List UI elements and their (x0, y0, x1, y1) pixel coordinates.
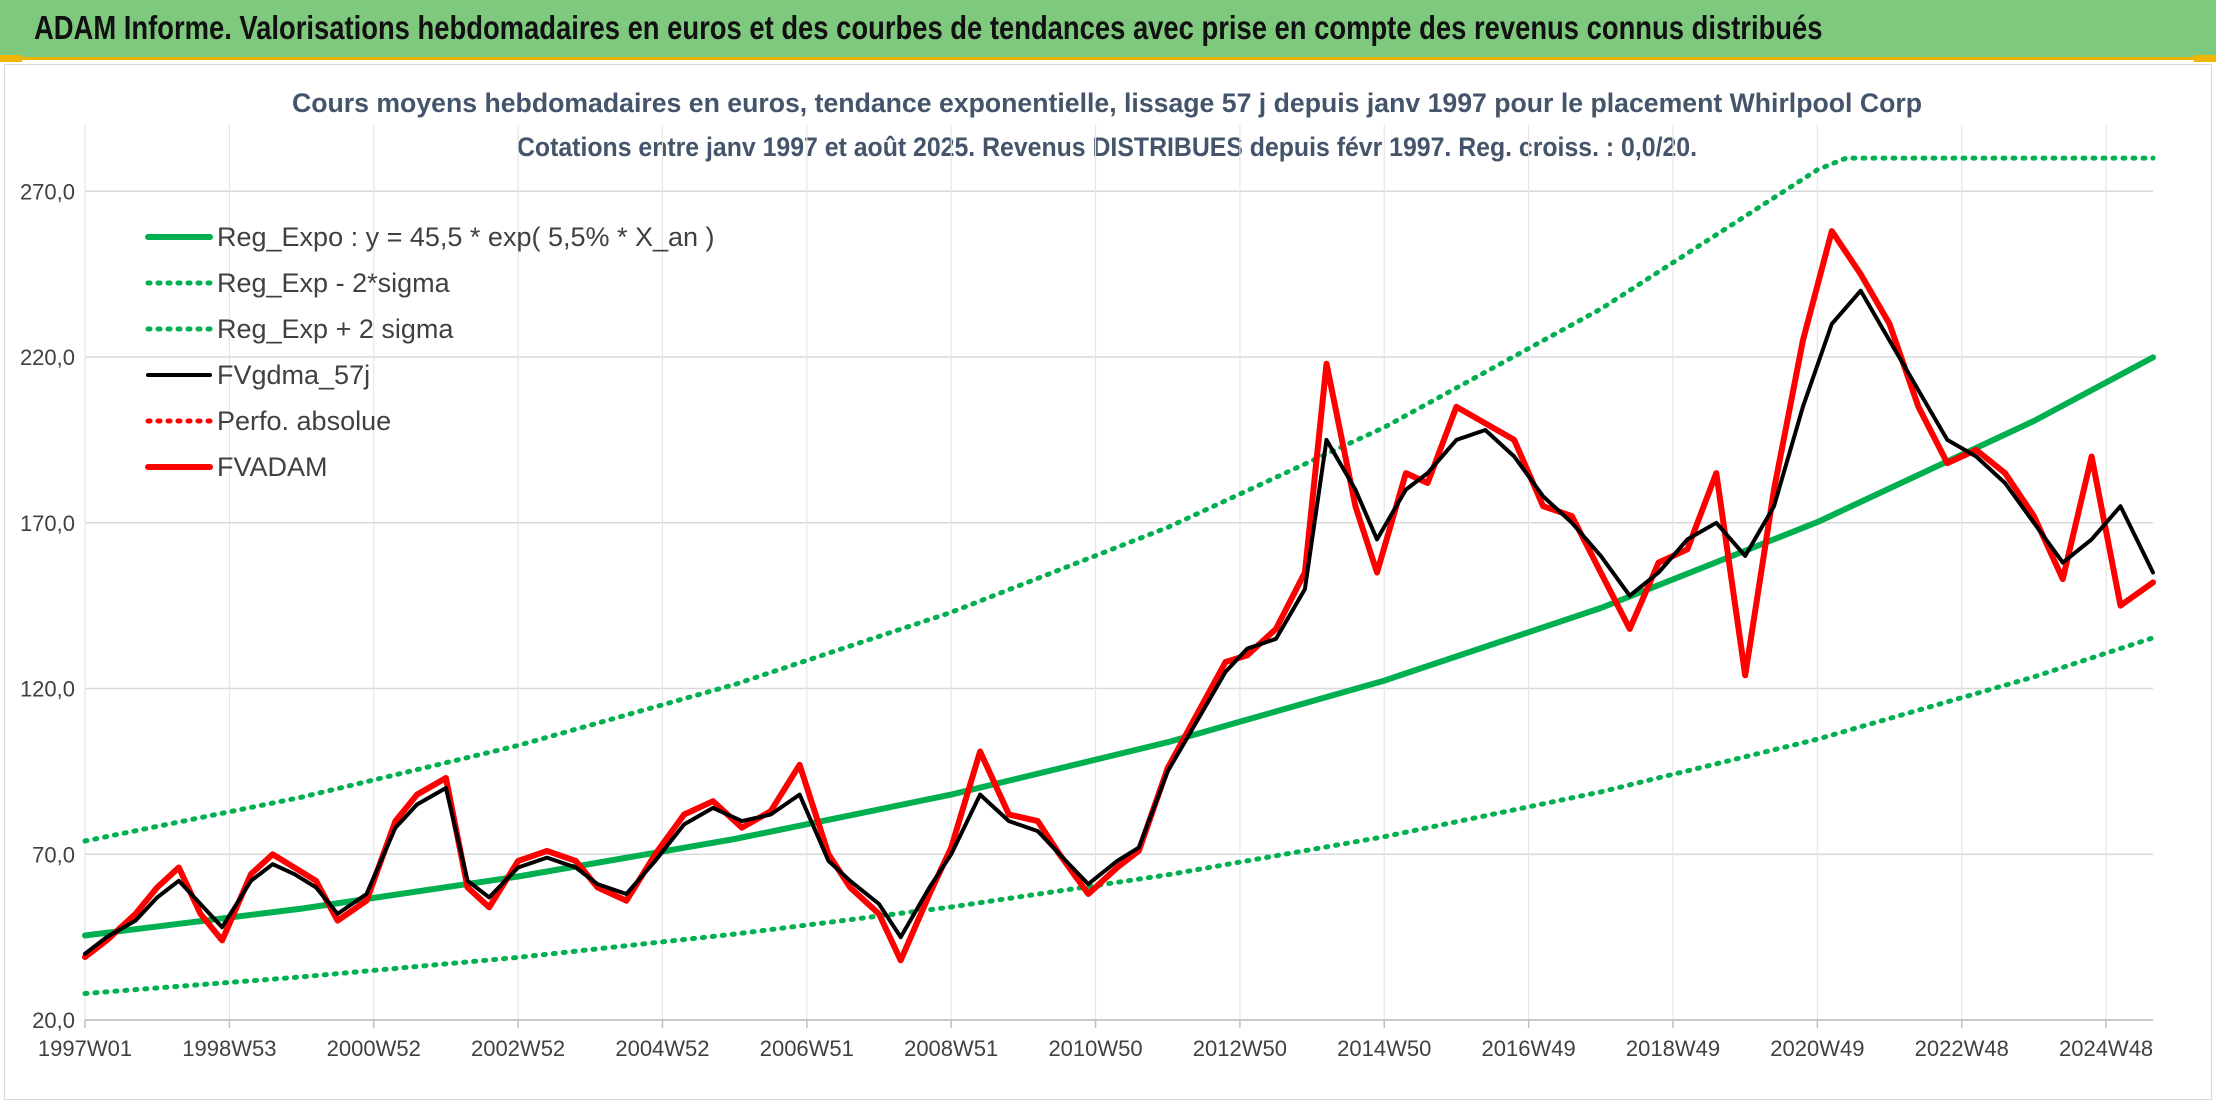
series-line-2 (82, 155, 2156, 844)
x-tick-label: 1998W53 (182, 1036, 276, 1061)
legend-label: FVgdma_57j (217, 360, 370, 390)
chart-title: Cours moyens hebdomadaires en euros, ten… (292, 88, 1922, 118)
legend-label: Perfo. absolue (217, 406, 391, 436)
banner-title: ADAM Informe. Valorisations hebdomadaire… (34, 9, 1823, 46)
x-tick-label: 2016W49 (1482, 1036, 1576, 1061)
title-banner: ADAM Informe. Valorisations hebdomadaire… (0, 0, 2216, 60)
x-tick-label: 2012W50 (1193, 1036, 1287, 1061)
x-tick-label: 1997W01 (38, 1036, 132, 1061)
chart-frame: Cours moyens hebdomadaires en euros, ten… (4, 64, 2212, 1100)
x-tick-label: 2008W51 (904, 1036, 998, 1061)
y-tick-label: 270,0 (20, 179, 75, 204)
chart-subtitle: Cotations entre janv 1997 et août 2025. … (517, 132, 1697, 162)
x-tick-label: 2024W48 (2059, 1036, 2153, 1061)
grid-layer (84, 125, 2153, 1021)
series-line-3 (83, 288, 2155, 956)
x-tick-label: 2006W51 (760, 1036, 854, 1061)
legend: Reg_Expo : y = 45,5 * exp( 5,5% * X_an )… (145, 222, 715, 482)
y-tick-label: 170,0 (20, 511, 75, 536)
legend-label: Reg_Expo : y = 45,5 * exp( 5,5% * X_an ) (217, 222, 715, 252)
series-layer (82, 155, 2156, 996)
y-tick-label: 20,0 (32, 1008, 75, 1033)
series-line-1 (82, 635, 2156, 996)
x-tick-label: 2004W52 (615, 1036, 709, 1061)
axis-layer: 20,0 70,0 120,0 170,0 220,0 270,0 1997W01 1998W… (20, 179, 2153, 1061)
y-tick-label: 120,0 (20, 677, 75, 702)
chart-canvas: Cours moyens hebdomadaires en euros, ten… (20, 88, 2156, 1061)
x-tick-label: 2010W50 (1048, 1036, 1142, 1061)
corner-accent-left (0, 55, 22, 62)
x-tick-label: 2018W49 (1626, 1036, 1720, 1061)
x-tick-label: 2022W48 (1915, 1036, 2009, 1061)
corner-accent-right (2194, 55, 2216, 62)
legend-label: Reg_Exp - 2*sigma (217, 268, 451, 298)
x-tick-label: 2020W49 (1770, 1036, 1864, 1061)
series-line-0 (82, 354, 2156, 939)
y-tick-label: 220,0 (20, 345, 75, 370)
y-tick-label: 70,0 (32, 842, 75, 867)
legend-label: Reg_Exp + 2 sigma (217, 314, 454, 344)
x-tick-label: 2014W50 (1337, 1036, 1431, 1061)
legend-label: FVADAM (217, 452, 328, 482)
x-tick-label: 2000W52 (327, 1036, 421, 1061)
x-tick-label: 2002W52 (471, 1036, 565, 1061)
